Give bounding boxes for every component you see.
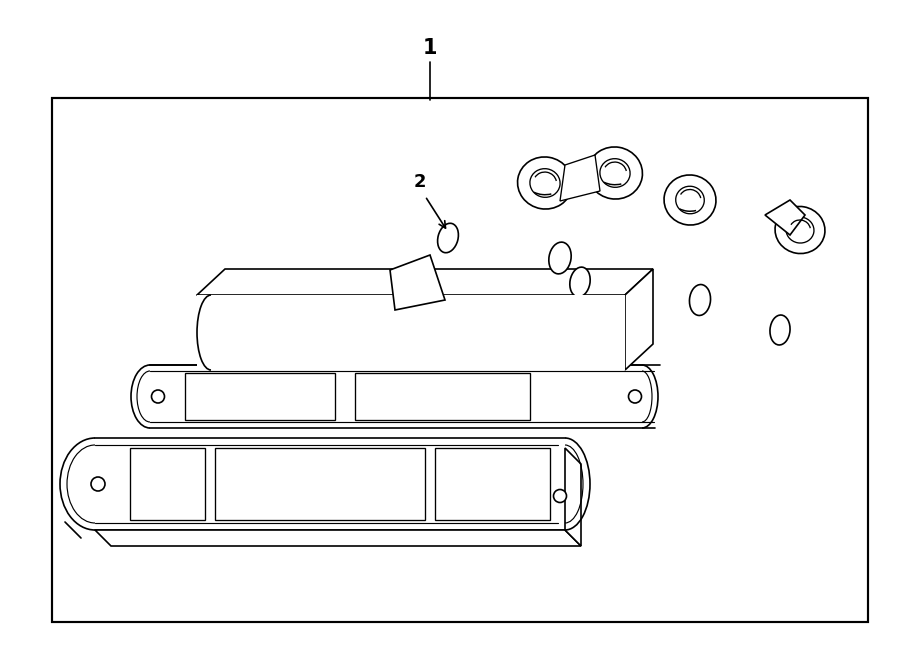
Ellipse shape xyxy=(588,147,643,199)
Ellipse shape xyxy=(664,175,716,225)
Ellipse shape xyxy=(437,223,458,253)
Ellipse shape xyxy=(600,159,630,187)
Text: 1: 1 xyxy=(423,38,437,58)
Ellipse shape xyxy=(775,206,825,254)
Polygon shape xyxy=(625,269,653,370)
Bar xyxy=(130,448,205,520)
Ellipse shape xyxy=(518,157,572,209)
Polygon shape xyxy=(60,438,590,530)
Ellipse shape xyxy=(554,490,566,502)
Bar xyxy=(185,373,335,420)
Text: 2: 2 xyxy=(414,173,427,191)
Polygon shape xyxy=(765,200,805,235)
Ellipse shape xyxy=(215,325,229,340)
Ellipse shape xyxy=(549,242,572,274)
Polygon shape xyxy=(95,530,581,546)
Ellipse shape xyxy=(770,315,790,345)
Polygon shape xyxy=(197,269,653,295)
Ellipse shape xyxy=(689,284,710,315)
Bar xyxy=(435,448,550,520)
Ellipse shape xyxy=(628,390,642,403)
Polygon shape xyxy=(565,448,581,546)
Ellipse shape xyxy=(91,477,105,491)
Ellipse shape xyxy=(786,217,814,243)
Ellipse shape xyxy=(600,325,614,340)
Bar xyxy=(355,373,530,420)
Bar xyxy=(52,98,868,622)
Ellipse shape xyxy=(151,390,165,403)
Polygon shape xyxy=(560,155,600,201)
Polygon shape xyxy=(130,365,660,428)
Polygon shape xyxy=(390,255,445,310)
Ellipse shape xyxy=(676,186,705,214)
Ellipse shape xyxy=(570,267,590,297)
Bar xyxy=(215,448,425,520)
Polygon shape xyxy=(197,295,625,370)
Ellipse shape xyxy=(530,169,560,198)
Bar xyxy=(52,98,868,622)
